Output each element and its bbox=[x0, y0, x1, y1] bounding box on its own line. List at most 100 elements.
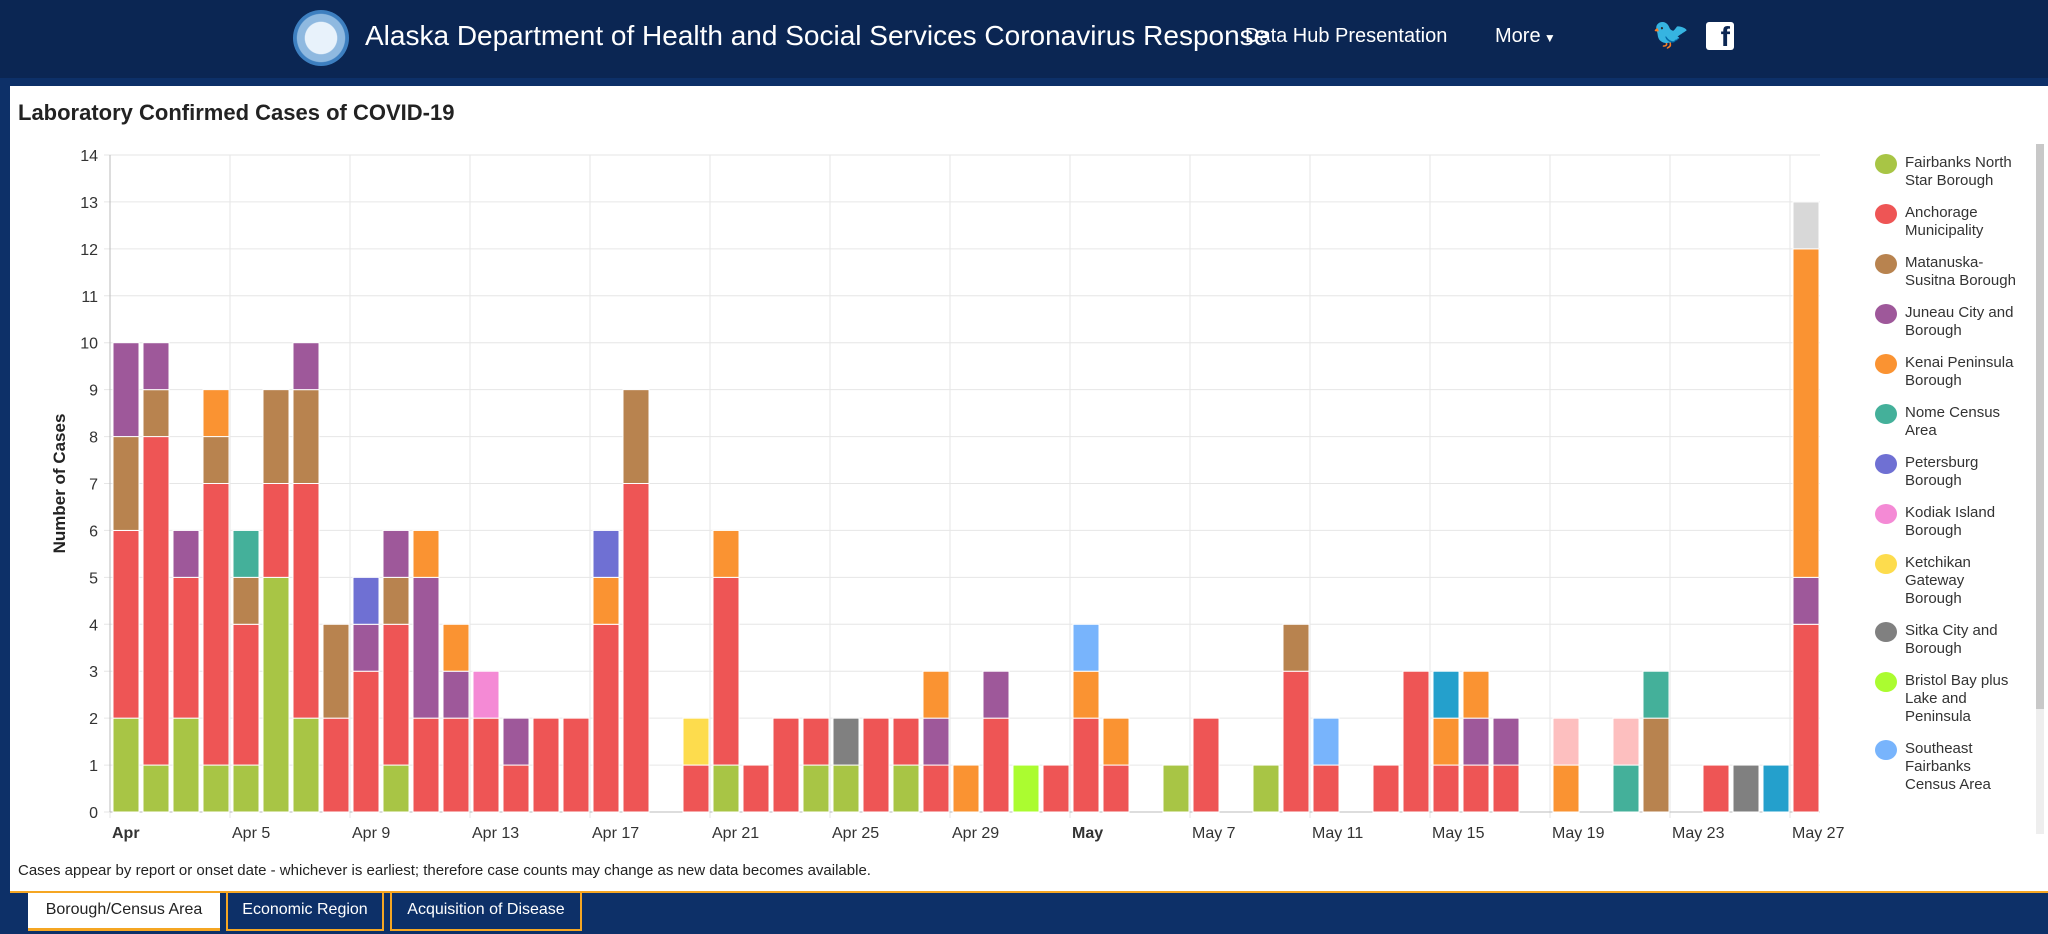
bar-segment[interactable] bbox=[172, 529, 200, 578]
bar-segment[interactable] bbox=[562, 717, 590, 813]
bar-segment[interactable] bbox=[202, 483, 230, 766]
bar-segment[interactable] bbox=[772, 717, 800, 813]
legend-item[interactable]: Juneau City and Borough bbox=[1875, 304, 2025, 340]
bar-segment[interactable] bbox=[1792, 201, 1820, 250]
state-seal-logo[interactable] bbox=[293, 10, 349, 66]
bar-segment[interactable] bbox=[1702, 764, 1730, 813]
bar-segment[interactable] bbox=[1192, 717, 1220, 813]
bar-segment[interactable] bbox=[262, 576, 290, 813]
bar-segment[interactable] bbox=[202, 764, 230, 813]
bar-segment[interactable] bbox=[982, 717, 1010, 813]
bar-segment[interactable] bbox=[172, 717, 200, 813]
bar-segment[interactable] bbox=[1162, 764, 1190, 813]
bar-segment[interactable] bbox=[982, 670, 1010, 719]
bar-segment[interactable] bbox=[922, 670, 950, 719]
bar-segment[interactable] bbox=[502, 764, 530, 813]
bar-segment[interactable] bbox=[352, 623, 380, 672]
bar-segment[interactable] bbox=[532, 717, 560, 813]
bar-segment[interactable] bbox=[1372, 764, 1400, 813]
legend-item[interactable]: Ketchikan Gateway Borough bbox=[1875, 554, 2025, 608]
legend-item[interactable]: Anchorage Municipality bbox=[1875, 204, 2025, 240]
bar-segment[interactable] bbox=[262, 483, 290, 578]
bar-segment[interactable] bbox=[382, 576, 410, 625]
bar-segment[interactable] bbox=[1552, 717, 1580, 766]
bar-segment[interactable] bbox=[322, 717, 350, 813]
bar-segment[interactable] bbox=[892, 717, 920, 766]
legend-item[interactable]: Bristol Bay plus Lake and Peninsula bbox=[1875, 672, 2025, 726]
bar-segment[interactable] bbox=[1102, 764, 1130, 813]
bar-segment[interactable] bbox=[1252, 764, 1280, 813]
legend-item[interactable]: Kenai Peninsula Borough bbox=[1875, 354, 2025, 390]
bar-segment[interactable] bbox=[742, 764, 770, 813]
bar-segment[interactable] bbox=[622, 389, 650, 484]
bar-segment[interactable] bbox=[112, 717, 140, 813]
bar-segment[interactable] bbox=[802, 764, 830, 813]
bar-segment[interactable] bbox=[592, 623, 620, 813]
bar-segment[interactable] bbox=[322, 623, 350, 719]
bar-segment[interactable] bbox=[142, 436, 170, 766]
bar-segment[interactable] bbox=[1282, 623, 1310, 672]
bar-segment[interactable] bbox=[1462, 717, 1490, 766]
scrollbar-thumb[interactable] bbox=[2036, 144, 2044, 709]
bar-segment[interactable] bbox=[202, 436, 230, 485]
bar-segment[interactable] bbox=[1072, 623, 1100, 672]
bar-segment[interactable] bbox=[1312, 764, 1340, 813]
bar-segment[interactable] bbox=[1612, 717, 1640, 766]
bar-segment[interactable] bbox=[352, 670, 380, 813]
tab-borough-census-area[interactable]: Borough/Census Area bbox=[28, 893, 220, 931]
bar-segment[interactable] bbox=[712, 576, 740, 766]
bar-segment[interactable] bbox=[1102, 717, 1130, 766]
bar-segment[interactable] bbox=[232, 764, 260, 813]
bar-segment[interactable] bbox=[382, 529, 410, 578]
bar-segment[interactable] bbox=[382, 764, 410, 813]
bar-segment[interactable] bbox=[952, 764, 980, 813]
bar-segment[interactable] bbox=[682, 764, 710, 813]
legend-item[interactable]: Kodiak Island Borough bbox=[1875, 504, 2025, 540]
bar-segment[interactable] bbox=[502, 717, 530, 766]
legend-scrollbar[interactable] bbox=[2036, 144, 2044, 834]
bar-segment[interactable] bbox=[1042, 764, 1070, 813]
bar-segment[interactable] bbox=[142, 342, 170, 391]
bar-segment[interactable] bbox=[292, 717, 320, 813]
legend-item[interactable]: Matanuska-Susitna Borough bbox=[1875, 254, 2025, 290]
bar-segment[interactable] bbox=[142, 389, 170, 438]
bar-segment[interactable] bbox=[1462, 670, 1490, 719]
legend-item[interactable]: Petersburg Borough bbox=[1875, 454, 2025, 490]
bar-segment[interactable] bbox=[202, 389, 230, 438]
bar-segment[interactable] bbox=[1492, 717, 1520, 766]
bar-segment[interactable] bbox=[832, 717, 860, 766]
bar-segment[interactable] bbox=[1642, 670, 1670, 719]
bar-segment[interactable] bbox=[712, 764, 740, 813]
bar-segment[interactable] bbox=[1072, 717, 1100, 813]
bar-segment[interactable] bbox=[1732, 764, 1760, 813]
bar-segment[interactable] bbox=[142, 764, 170, 813]
facebook-icon[interactable]: f bbox=[1706, 22, 1734, 52]
bar-segment[interactable] bbox=[1792, 623, 1820, 813]
bar-segment[interactable] bbox=[862, 717, 890, 813]
bar-segment[interactable] bbox=[472, 670, 500, 719]
legend-item[interactable]: Southeast Fairbanks Census Area bbox=[1875, 740, 2025, 794]
bar-segment[interactable] bbox=[682, 717, 710, 766]
bar-segment[interactable] bbox=[922, 717, 950, 766]
bar-segment[interactable] bbox=[1792, 248, 1820, 578]
bar-segment[interactable] bbox=[892, 764, 920, 813]
bar-segment[interactable] bbox=[712, 529, 740, 578]
bar-segment[interactable] bbox=[1552, 764, 1580, 813]
bar-segment[interactable] bbox=[1612, 764, 1640, 813]
bar-segment[interactable] bbox=[292, 389, 320, 484]
bar-segment[interactable] bbox=[172, 576, 200, 719]
bar-segment[interactable] bbox=[412, 576, 440, 719]
nav-data-hub-presentation[interactable]: Data Hub Presentation bbox=[1245, 25, 1448, 47]
bar-segment[interactable] bbox=[412, 717, 440, 813]
bar-segment[interactable] bbox=[592, 576, 620, 625]
bar-segment[interactable] bbox=[232, 623, 260, 766]
bar-segment[interactable] bbox=[1432, 717, 1460, 766]
bar-segment[interactable] bbox=[112, 436, 140, 531]
bar-segment[interactable] bbox=[472, 717, 500, 813]
bar-segment[interactable] bbox=[1012, 764, 1040, 813]
bar-segment[interactable] bbox=[1072, 670, 1100, 719]
bar-segment[interactable] bbox=[1432, 670, 1460, 719]
bar-segment[interactable] bbox=[442, 623, 470, 672]
legend-item[interactable]: Sitka City and Borough bbox=[1875, 622, 2025, 658]
bar-segment[interactable] bbox=[232, 576, 260, 625]
